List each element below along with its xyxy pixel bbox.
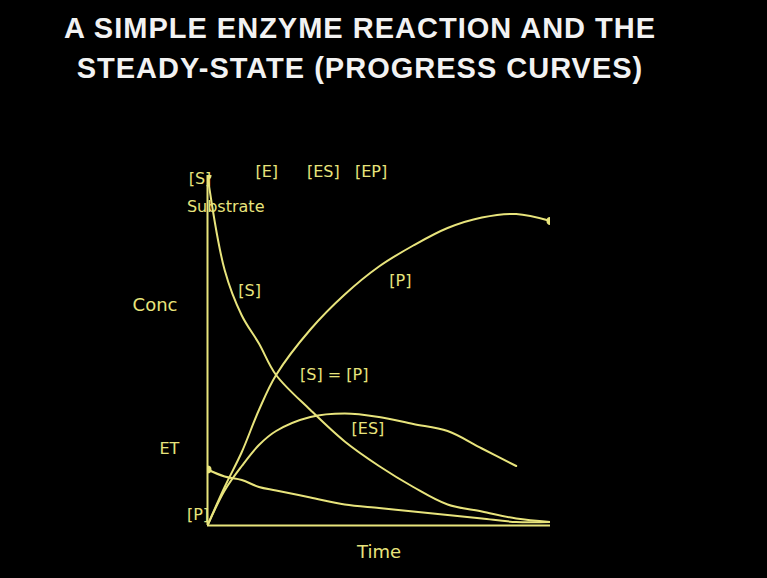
svg-text:ET: ET — [159, 439, 179, 458]
svg-text:[S]: [S] — [238, 281, 261, 300]
svg-text:[ES]: [ES] — [352, 419, 385, 438]
svg-text:[P]: [P] — [389, 271, 411, 290]
html-text:A SIMPLE ENZYME REACTION AND T: A SIMPLE ENZYME REACTION AND THE STEADY-… — [63, 12, 657, 84]
svg-text:Substrate: Substrate — [187, 197, 265, 216]
svg-text:[ES]: [ES] — [307, 162, 340, 181]
svg-text:Time: Time — [356, 541, 401, 562]
svg-text:[S] = [P]: [S] = [P] — [300, 365, 368, 384]
svg-text:[P]: [P] — [187, 505, 209, 524]
svg-text:[E]: [E] — [256, 162, 279, 181]
svg-text:[S]: [S] — [189, 169, 212, 188]
svg-text:Conc: Conc — [133, 294, 178, 315]
svg-text:[EP]: [EP] — [355, 162, 387, 181]
